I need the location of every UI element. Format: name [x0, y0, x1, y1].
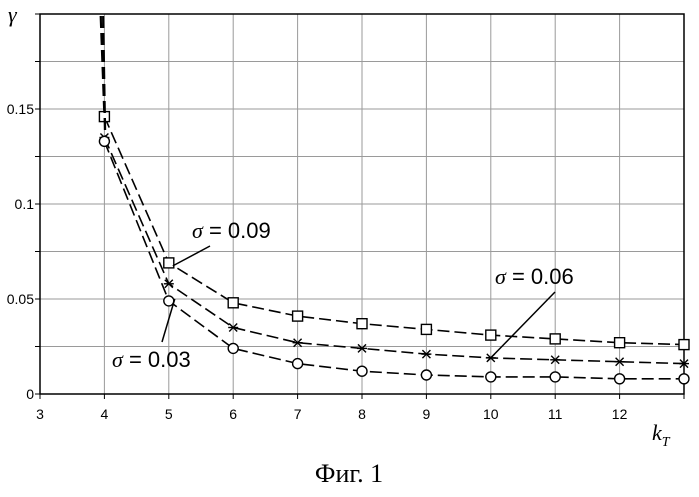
circle-marker: [293, 359, 303, 369]
x-tick-label: 5: [165, 406, 173, 422]
circle-marker: [228, 343, 238, 353]
y-tick-label: 0.1: [15, 196, 35, 212]
circle-marker: [99, 136, 109, 146]
annotation-leader-line: [173, 246, 210, 266]
circle-marker: [357, 366, 367, 376]
series-circle: [99, 16, 689, 384]
x-tick-label: 6: [229, 406, 237, 422]
circle-marker: [486, 372, 496, 382]
series-line: [104, 138, 684, 364]
x-tick-label: 7: [294, 406, 302, 422]
square-marker: [421, 324, 431, 334]
tick-labels: 3 4 5 6 7 8 9 10 11 12 0 0.05 0.1 0.15: [7, 101, 628, 422]
annotations: σ = 0.09 σ = 0.06 σ = 0.03: [112, 218, 574, 372]
circle-marker: [550, 372, 560, 382]
annotation-label: σ = 0.09: [192, 218, 271, 243]
y-tick-label: 0.05: [7, 291, 34, 307]
x-tick-label: 10: [483, 406, 499, 422]
x-tick-label: 11: [548, 406, 563, 422]
square-marker: [164, 258, 174, 268]
square-marker: [615, 338, 625, 348]
series-group: [99, 16, 689, 384]
annotation-label: σ = 0.06: [495, 264, 574, 289]
axes: [35, 14, 684, 399]
annotation: σ = 0.09: [173, 218, 271, 266]
y-tick-label: 0: [26, 386, 34, 402]
grid: [40, 14, 684, 394]
annotation-label: σ = 0.03: [112, 347, 191, 372]
square-marker: [357, 319, 367, 329]
circle-marker: [421, 370, 431, 380]
square-marker: [228, 298, 238, 308]
figure-caption: Фиг. 1: [315, 459, 383, 488]
square-marker: [550, 334, 560, 344]
x-tick-label: 3: [36, 406, 44, 422]
square-marker: [486, 330, 496, 340]
circle-marker: [679, 374, 689, 384]
y-axis-label: γ: [8, 2, 18, 27]
series-square: [99, 16, 689, 350]
x-tick-label: 4: [101, 406, 109, 422]
x-tick-label: 12: [612, 406, 628, 422]
circle-marker: [615, 374, 625, 384]
series-line: [104, 141, 684, 378]
x-tick-label: 9: [423, 406, 431, 422]
x-axis-label: kT: [652, 420, 671, 450]
annotation-leader-line: [488, 292, 555, 361]
y-tick-label: 0.15: [7, 101, 34, 117]
annotation: σ = 0.03: [112, 299, 191, 372]
square-marker: [293, 311, 303, 321]
square-marker: [679, 340, 689, 350]
x-tick-label: 8: [358, 406, 366, 422]
circle-marker: [164, 296, 174, 306]
series-line-rise: [100, 16, 104, 111]
